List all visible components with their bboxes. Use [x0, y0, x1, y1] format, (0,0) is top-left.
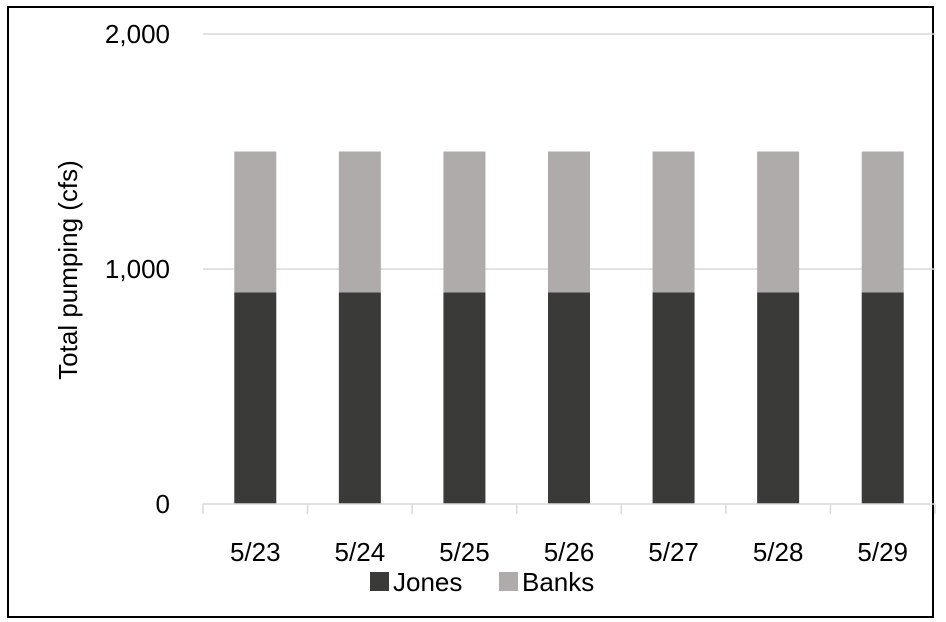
x-tick-labels: 5/23 5/24 5/25 5/26 5/27 5/28 5/29 [230, 537, 908, 567]
legend-swatch-banks [499, 572, 518, 591]
bar-banks [548, 151, 590, 293]
bar-jones [338, 292, 381, 504]
x-tick-label: 5/25 [439, 537, 490, 567]
y-tick-label: 1,000 [105, 254, 170, 284]
y-tick-label: 0 [156, 489, 170, 519]
x-tick-label: 5/29 [857, 537, 908, 567]
x-tick-label: 5/23 [230, 537, 281, 567]
x-tick-label: 5/24 [335, 537, 386, 567]
bar-banks [338, 151, 381, 293]
bar-jones [652, 292, 695, 504]
bar-banks [234, 151, 277, 293]
bars [234, 151, 904, 504]
bar-banks [757, 151, 800, 293]
bar-jones [757, 292, 800, 504]
x-tick-label: 5/27 [648, 537, 699, 567]
legend-label-jones: Jones [393, 567, 462, 597]
bar-banks [861, 151, 904, 293]
bar-jones [861, 292, 904, 504]
bar-jones [548, 292, 590, 504]
x-tick-label: 5/28 [753, 537, 804, 567]
y-axis-title: Total pumping (cfs) [53, 160, 83, 380]
y-tick-labels: 0 1,000 2,000 [105, 19, 170, 519]
legend-label-banks: Banks [522, 567, 594, 597]
bar-banks [652, 151, 695, 293]
y-tick-label: 2,000 [105, 19, 170, 49]
bar-jones [234, 292, 277, 504]
bar-jones [443, 292, 486, 504]
legend: Jones Banks [370, 567, 594, 597]
legend-swatch-jones [370, 572, 389, 591]
x-axis [202, 503, 936, 514]
x-tick-label: 5/26 [544, 537, 595, 567]
bar-banks [443, 151, 486, 293]
